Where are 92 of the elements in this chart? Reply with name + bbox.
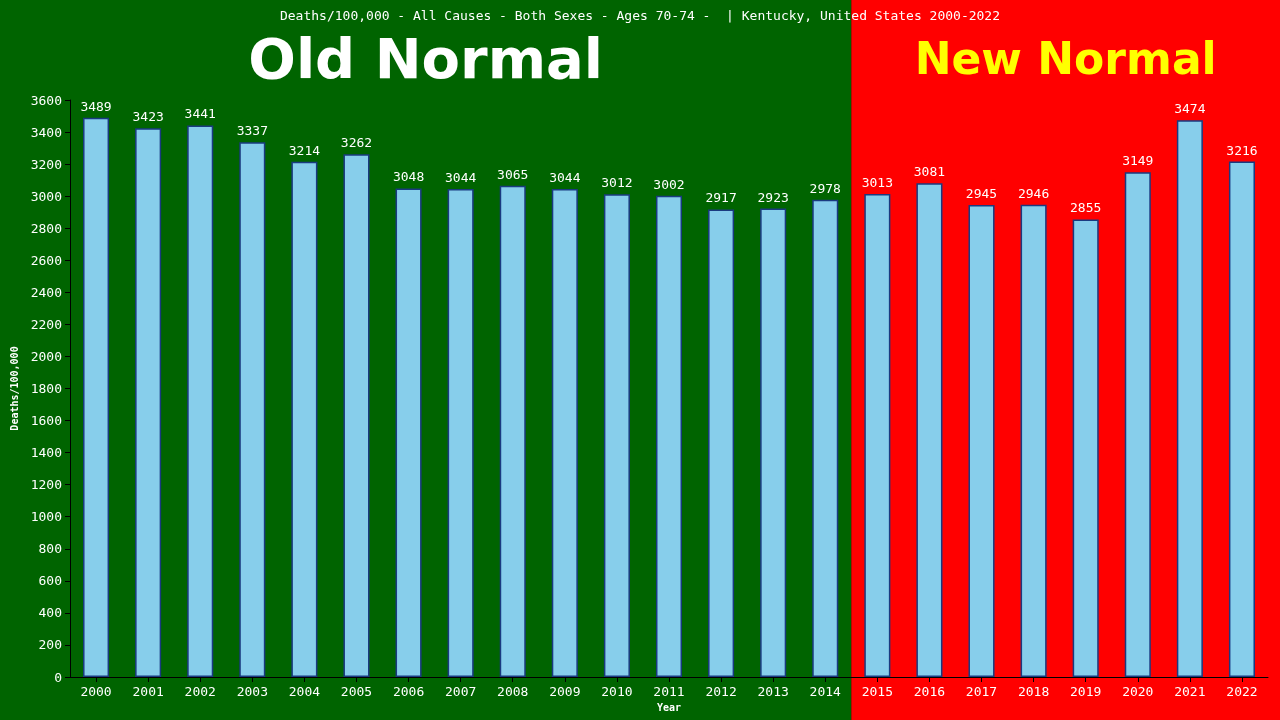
bar — [968, 204, 995, 677]
y-tick-label: 0 — [54, 669, 62, 685]
y-tick-label: 2000 — [30, 348, 62, 364]
band-label: Old Normal — [248, 25, 603, 91]
bar — [708, 209, 735, 677]
y-tick-label: 2400 — [30, 284, 62, 300]
bar — [603, 194, 630, 677]
data-label: 3441 — [184, 106, 216, 122]
x-tick-label: 2003 — [236, 684, 268, 699]
data-label: 2945 — [965, 185, 998, 201]
x-axis-title: Year — [656, 702, 682, 714]
data-label: 3012 — [601, 175, 633, 191]
x-tick-label: 2006 — [392, 684, 425, 699]
data-label: 3474 — [1174, 101, 1206, 117]
x-tick-label: 2016 — [913, 684, 946, 699]
x-tick-label: 2021 — [1174, 684, 1206, 699]
band-label: New Normal — [914, 32, 1217, 84]
x-tick-label: 2004 — [288, 684, 321, 699]
data-label: 3081 — [913, 164, 946, 180]
data-label: 3262 — [340, 135, 373, 151]
data-label: 3044 — [445, 170, 477, 186]
y-tick-label: 200 — [38, 637, 62, 653]
x-tick-label: 2022 — [1226, 684, 1258, 699]
data-label: 3423 — [132, 109, 164, 125]
y-tick-label: 2800 — [30, 220, 62, 236]
data-label: 2978 — [809, 180, 841, 196]
y-tick-label: 3000 — [30, 188, 62, 204]
data-label: 3065 — [497, 166, 529, 182]
bar — [447, 189, 474, 677]
data-label: 3216 — [1226, 142, 1258, 158]
x-tick-label: 2014 — [809, 684, 842, 699]
x-tick-label: 2007 — [445, 684, 477, 699]
y-axis-title: Deaths/100,000 — [9, 346, 21, 431]
y-tick-label: 1000 — [30, 509, 62, 525]
bar — [1228, 161, 1255, 677]
data-label: 2946 — [1017, 185, 1050, 201]
bar — [1020, 204, 1047, 677]
x-tick-label: 2000 — [80, 684, 112, 699]
data-label: 3337 — [236, 123, 268, 139]
data-label: 3214 — [288, 142, 321, 158]
data-label: 3149 — [1122, 153, 1154, 169]
bar — [812, 199, 839, 677]
bar — [187, 125, 214, 677]
y-tick-label: 1600 — [30, 413, 62, 429]
y-tick-label: 3200 — [30, 156, 62, 172]
bar — [83, 117, 110, 677]
y-tick-label: 2200 — [30, 316, 62, 332]
data-label: 2855 — [1070, 200, 1102, 216]
bar — [395, 188, 422, 677]
bar — [551, 189, 578, 677]
x-tick-label: 2001 — [132, 684, 164, 699]
x-tick-label: 2013 — [757, 684, 789, 699]
x-tick-label: 2019 — [1070, 684, 1102, 699]
y-tick-label: 1200 — [30, 477, 62, 493]
data-label: 2923 — [757, 189, 789, 205]
bar — [1124, 172, 1151, 677]
x-tick-label: 2011 — [653, 684, 685, 699]
data-label: 2917 — [705, 190, 737, 206]
bar — [239, 142, 266, 677]
data-label: 3489 — [80, 98, 112, 114]
x-tick-label: 2020 — [1122, 684, 1154, 699]
y-tick-label: 1400 — [30, 445, 62, 461]
data-label: 3013 — [861, 175, 893, 191]
y-tick-label: 600 — [38, 573, 62, 589]
bar — [1072, 219, 1099, 677]
bar — [864, 194, 891, 677]
y-tick-label: 3400 — [30, 124, 62, 140]
bar — [655, 195, 683, 677]
y-tick-label: 1800 — [30, 381, 62, 396]
x-tick-label: 2012 — [705, 684, 737, 699]
x-tick-label: 2010 — [601, 684, 633, 699]
bar — [291, 161, 318, 677]
y-tick-label: 3600 — [30, 92, 62, 108]
bar — [343, 154, 370, 677]
x-tick-label: 2008 — [497, 684, 529, 699]
bar — [499, 185, 526, 677]
x-tick-label: 2018 — [1017, 684, 1050, 699]
x-tick-label: 2002 — [184, 684, 216, 699]
bar — [760, 208, 787, 677]
x-tick-label: 2017 — [965, 684, 998, 699]
x-tick-label: 2005 — [340, 684, 373, 699]
data-label: 3044 — [549, 170, 581, 186]
data-label: 3002 — [653, 176, 685, 192]
x-tick-label: 2009 — [549, 684, 581, 699]
x-tick-label: 2015 — [861, 684, 893, 699]
bar — [916, 183, 943, 677]
bar — [135, 128, 162, 677]
y-tick-label: 2600 — [30, 252, 62, 268]
bar — [1176, 120, 1203, 677]
y-tick-label: 400 — [38, 605, 62, 621]
y-tick-label: 800 — [38, 541, 62, 557]
data-label: 3048 — [392, 169, 425, 185]
